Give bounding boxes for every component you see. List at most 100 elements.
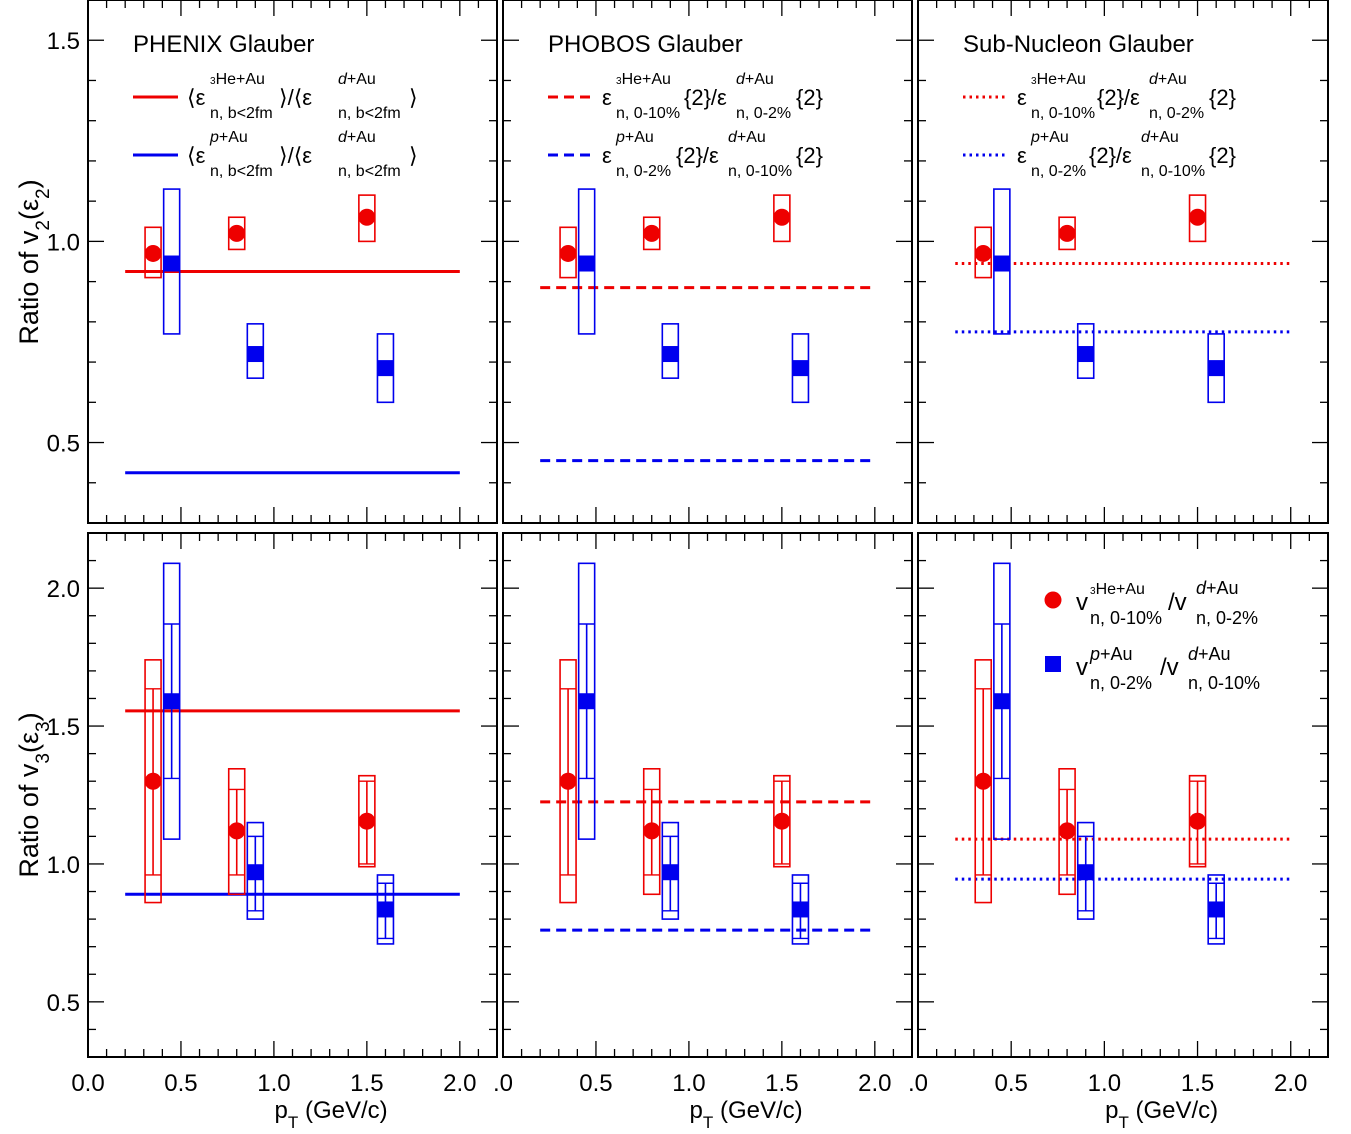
red-data-point	[358, 208, 376, 226]
red-data-point	[144, 772, 162, 790]
legend-text: /v	[1160, 654, 1179, 681]
legend-subscript: n, b<2fm	[338, 105, 401, 122]
legend-subscript: n, 0-10%	[1090, 608, 1162, 628]
blue-data-point	[792, 901, 809, 918]
x-tick-label: 1.0	[257, 1070, 290, 1097]
blue-data-point	[792, 360, 809, 377]
legend-superscript: 3He+Au	[1031, 71, 1086, 88]
y-tick-label: 2.0	[47, 576, 80, 603]
blue-data-point	[1077, 864, 1094, 881]
x-tick-label: 2.0	[858, 1070, 891, 1097]
legend-superscript: 3He+Au	[1090, 581, 1145, 598]
legend-text: {2}	[796, 85, 823, 110]
red-data-point	[1058, 822, 1076, 840]
blue-data-point	[247, 864, 264, 881]
red-data-point	[1058, 224, 1076, 242]
legend-text: ⟨ε	[187, 143, 206, 168]
legend-subscript: n, 0-2%	[1090, 673, 1152, 693]
legend-subscript: n, 0-2%	[1149, 105, 1204, 122]
legend-text: ⟩	[409, 143, 418, 168]
y-tick-label: 0.5	[47, 990, 80, 1017]
red-data-point	[643, 822, 661, 840]
panel-frame	[917, 0, 1329, 524]
blue-data-point	[578, 693, 595, 710]
legend-text: {2}/ε	[684, 85, 727, 110]
legend-text: ε	[602, 85, 612, 110]
x-tick-label: 1.5	[765, 1070, 798, 1097]
legend-superscript: d+Au	[1196, 578, 1239, 598]
blue-data-point	[247, 346, 264, 363]
legend-superscript: p+Au	[1089, 644, 1133, 664]
panel-row2-col3: .0 0.5 1.0 1.5 2.0pT (GeV/c)v 3He+Aun, 0-10%/…	[908, 532, 1329, 1132]
legend-text: /v	[1168, 589, 1187, 616]
legend-superscript: d+Au	[1188, 644, 1231, 664]
panel-row2-col1: 0.5 1.0 1.5 2.0 0.0 0.5 1.0 1.5 2.0 pT (GeV/c)	[47, 532, 498, 1132]
legend-superscript: d+Au	[338, 71, 376, 88]
red-data-point	[228, 224, 246, 242]
x-tick-label: 0.0	[71, 1070, 104, 1097]
x-tick-label: 2.0	[443, 1070, 476, 1097]
legend-superscript: 3He+Au	[210, 71, 265, 88]
x-tick-label: 1.0	[672, 1070, 705, 1097]
legend-subscript: n, 0-10%	[728, 163, 792, 180]
x-tick-label: .0	[908, 1070, 928, 1097]
x-tick-label: 0.5	[164, 1070, 197, 1097]
red-data-point	[1189, 812, 1207, 830]
legend-red-marker	[1044, 591, 1062, 609]
red-data-point	[144, 244, 162, 262]
legend-text: ε	[1017, 85, 1027, 110]
red-data-point	[1189, 208, 1207, 226]
legend-subscript: n, b<2fm	[210, 163, 273, 180]
y-axis-label-text: Ratio of v3(ε3)	[14, 712, 54, 877]
blue-data-point	[377, 360, 394, 377]
legend-text: v	[1076, 589, 1088, 616]
x-axis-label: pT (GeV/c)	[275, 1097, 388, 1132]
legend-superscript: p+Au	[615, 129, 654, 146]
legend-blue-model-label: ⟨εp+Au n, b<2fm ⟩/⟨ε d+Au n, b<2fm ⟩	[187, 129, 418, 180]
x-tick-label: 2.0	[1274, 1070, 1307, 1097]
legend-text: {2}/ε	[1097, 85, 1140, 110]
legend-subscript: n, 0-2%	[736, 105, 791, 122]
y-axis-label-row2: Ratio of v3(ε3)	[14, 712, 54, 877]
blue-data-point	[163, 255, 180, 272]
legend-superscript: 3He+Au	[616, 71, 671, 88]
legend-subscript: n, 0-10%	[1188, 673, 1260, 693]
legend-text: ⟩/⟨ε	[279, 143, 312, 168]
legend-text: ⟩	[409, 85, 418, 110]
red-data-point	[228, 822, 246, 840]
legend-text: ε	[1017, 143, 1027, 168]
legend-text: ε	[602, 143, 612, 168]
legend-text: ⟨ε	[187, 85, 206, 110]
panel-frame	[502, 532, 913, 1058]
panel-title: Sub-Nucleon Glauber	[963, 31, 1194, 58]
blue-data-point	[578, 255, 595, 272]
red-data-point	[559, 772, 577, 790]
blue-data-point	[993, 255, 1010, 272]
legend-subscript: n, 0-2%	[616, 163, 671, 180]
x-tick-label: 0.5	[994, 1070, 1027, 1097]
legend-text: {2}	[1209, 85, 1236, 110]
blue-data-point	[662, 864, 679, 881]
legend-subscript: n, 0-2%	[1196, 608, 1258, 628]
legend-blue-model-label: εp+Au n, 0-2% {2}/ε d+Au n, 0-10%{2}	[602, 129, 823, 180]
legend-subscript: n, b<2fm	[338, 163, 401, 180]
legend-superscript: p+Au	[1030, 129, 1069, 146]
blue-data-point	[662, 346, 679, 363]
blue-data-point	[163, 693, 180, 710]
legend-subscript: n, 0-10%	[616, 105, 680, 122]
y-tick-label: 1.5	[47, 28, 80, 55]
red-data-point	[974, 244, 992, 262]
y-tick-label: 1.5	[47, 714, 80, 741]
panel-title: PHENIX Glauber	[133, 31, 314, 58]
legend-superscript: p+Au	[209, 129, 248, 146]
x-axis-label: pT (GeV/c)	[690, 1097, 803, 1132]
blue-data-point	[1077, 346, 1094, 363]
y-axis-label-text: Ratio of v2(ε2)	[14, 179, 54, 344]
legend-subscript: n, 0-2%	[1031, 163, 1086, 180]
legend-text: {2}/ε	[676, 143, 719, 168]
